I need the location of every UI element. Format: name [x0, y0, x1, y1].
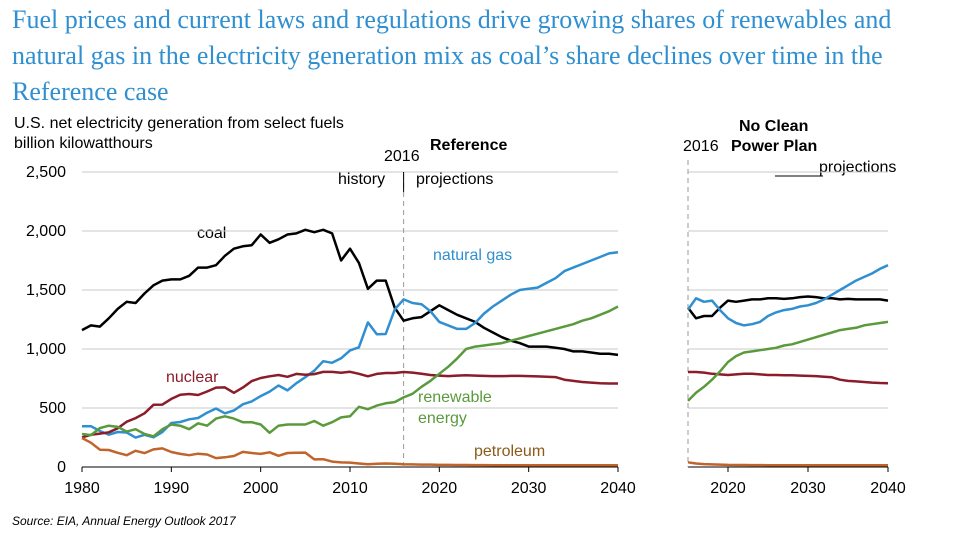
x-tick-label: 2020	[422, 480, 458, 497]
x-tick-label: 2020	[710, 480, 746, 497]
series-line-petroleum	[81, 436, 618, 467]
x-tick-label: 1990	[154, 480, 190, 497]
chart-subtitle-line2: billion kilowatthours	[14, 135, 153, 152]
series-line-natural-gas	[686, 264, 889, 327]
x-tick-label: 2040	[870, 480, 906, 497]
divider-year-label: 2016	[384, 148, 420, 165]
series-line-coal	[687, 295, 889, 320]
x-tick-label: 2030	[790, 480, 826, 497]
history-label: history	[338, 171, 386, 188]
y-tick-label: 2,500	[26, 164, 66, 181]
series-line-nuclear	[81, 370, 618, 439]
x-tick-label: 2010	[332, 480, 368, 497]
series-label-coal: coal	[197, 225, 227, 242]
y-tick-label: 500	[39, 400, 66, 417]
series-line-renewable-energy	[81, 305, 619, 438]
x-tick-label: 2030	[511, 480, 547, 497]
page-title: Fuel prices and current laws and regulat…	[12, 5, 892, 106]
y-tick-label: 1,500	[26, 282, 66, 299]
series-line-petroleum	[687, 461, 888, 467]
x-tick-label: 2000	[243, 480, 279, 497]
series-label-natural-gas: natural gas	[433, 247, 513, 264]
y-tick-label: 0	[57, 459, 66, 476]
series-line-renewable-energy	[687, 320, 889, 402]
case-label-no-cpp-line2: Power Plan	[731, 138, 818, 155]
series-line-natural-gas	[81, 250, 619, 439]
series-line-nuclear	[688, 370, 889, 385]
series-line-coal	[81, 228, 619, 357]
series-label-petroleum: petroleum	[474, 443, 546, 460]
case-label-no-cpp-line1: No Clean	[739, 118, 809, 135]
y-tick-label: 2,000	[26, 223, 66, 240]
chart-subtitle-line1: U.S. net electricity generation from sel…	[14, 115, 344, 132]
series-label-renewable-line1: renewable	[418, 389, 492, 406]
series-label-renewable-line2: energy	[418, 410, 467, 427]
x-tick-label: 1980	[64, 480, 100, 497]
x-tick-label: 2040	[600, 480, 636, 497]
y-tick-label: 1,000	[26, 341, 66, 358]
case-label-reference: Reference	[430, 137, 508, 154]
source-note: Source: EIA, Annual Energy Outlook 2017	[12, 514, 236, 528]
series-label-nuclear: nuclear	[166, 369, 219, 386]
projections-label: projections	[416, 171, 494, 188]
right-divider-year-label: 2016	[683, 138, 719, 155]
